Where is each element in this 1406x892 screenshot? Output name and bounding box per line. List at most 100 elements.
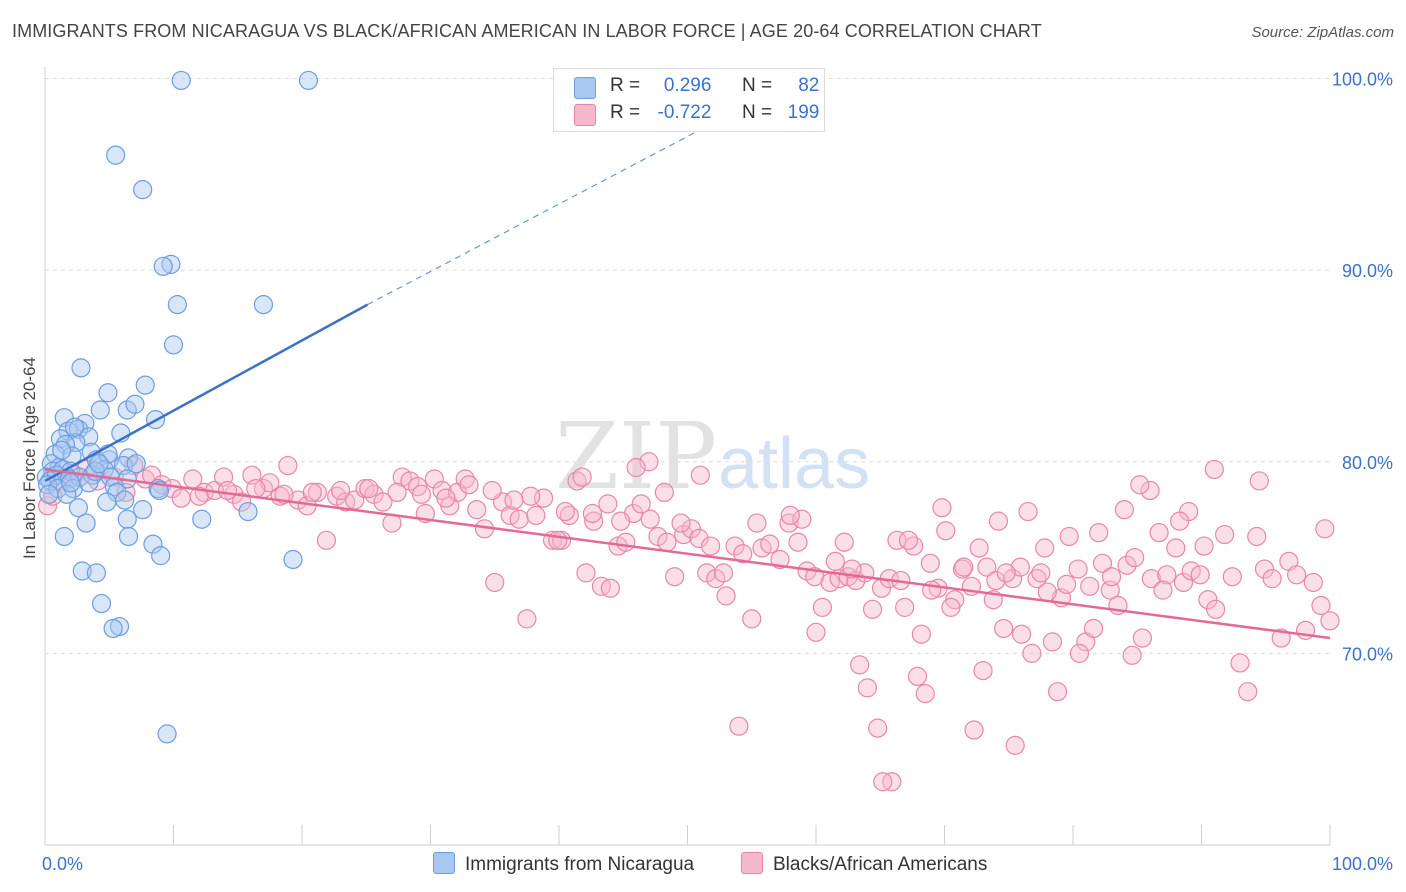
data-point (153, 256, 173, 276)
data-point (548, 530, 568, 550)
data-point (118, 526, 139, 547)
data-point (1010, 557, 1030, 577)
data-point (954, 557, 974, 577)
data-point (1230, 653, 1250, 673)
data-point (192, 509, 212, 529)
data-point (39, 484, 59, 504)
data-point (103, 618, 123, 639)
data-point (1125, 547, 1145, 568)
data-point (600, 578, 621, 598)
data-point (151, 546, 171, 566)
data-point (973, 661, 993, 681)
data-point (135, 375, 155, 395)
data-point (1130, 475, 1150, 495)
data-point (616, 532, 636, 552)
data-point (1056, 574, 1077, 594)
legend-n-value-blue: 82 (798, 75, 820, 96)
legend-n-label: N = (741, 102, 773, 123)
data-point (1114, 500, 1135, 520)
bottom-legend-pink: Blacks/African Americans (741, 852, 987, 876)
data-point (1222, 567, 1242, 587)
data-point (977, 557, 997, 577)
data-point (779, 513, 799, 533)
data-point (898, 530, 919, 550)
data-point (1018, 501, 1038, 522)
bottom-legend-label-blue: Immigrants from Nicaragua (465, 854, 695, 875)
data-point (654, 482, 674, 503)
data-point (1170, 511, 1190, 531)
data-point (611, 511, 631, 531)
data-point (1190, 565, 1210, 585)
legend-r-label: R = (610, 75, 641, 96)
data-point (373, 492, 393, 512)
data-point (302, 482, 322, 503)
data-point (274, 484, 294, 504)
data-point (37, 475, 58, 495)
data-point (97, 492, 117, 512)
data-point (459, 475, 479, 495)
data-point (1011, 624, 1032, 644)
data-point (107, 482, 127, 503)
data-point (217, 480, 238, 501)
bottom-legend-label-pink: Blacks/African Americans (773, 854, 988, 875)
data-point (1286, 565, 1307, 585)
trend-line-blue (44, 303, 369, 483)
data-point (850, 655, 870, 675)
bottom-legend-swatch-pink (741, 852, 763, 874)
data-point (920, 553, 940, 573)
data-point (143, 534, 163, 554)
data-point (640, 509, 660, 529)
legend-n-label: N = (741, 75, 773, 96)
data-point (189, 486, 209, 506)
data-point (895, 597, 915, 617)
data-point (171, 488, 191, 508)
data-point (298, 70, 319, 91)
data-point (161, 254, 181, 274)
data-point (792, 509, 812, 529)
bottom-legend-blue: Immigrants from Nicaragua (433, 852, 694, 876)
data-point (936, 521, 956, 541)
data-point (1047, 682, 1068, 702)
data-point (988, 511, 1009, 531)
data-point (1101, 567, 1122, 587)
data-point (729, 716, 749, 736)
data-point (171, 70, 191, 91)
data-point (706, 569, 726, 589)
data-point (996, 563, 1016, 583)
tick-labels: 70.0% 80.0% 90.0% 100.0% 0.0% 100.0% (42, 70, 1393, 875)
data-point (278, 455, 298, 476)
data-point (760, 534, 780, 554)
data-point (1140, 480, 1160, 501)
data-point (873, 772, 893, 792)
data-point (572, 467, 592, 487)
data-point (1122, 645, 1142, 665)
data-point (307, 482, 328, 503)
data-point (1092, 553, 1113, 573)
data-point (89, 454, 109, 474)
data-point (1254, 559, 1275, 579)
data-point (232, 492, 252, 512)
data-point (424, 469, 444, 489)
series-pink-points (37, 452, 1340, 792)
data-point (72, 561, 92, 581)
data-point (825, 551, 845, 571)
data-point (1315, 519, 1335, 539)
data-point (485, 572, 505, 593)
data-point (713, 563, 734, 583)
data-point (387, 482, 407, 503)
data-point (559, 505, 579, 526)
legend-r-value-blue: 0.296 (663, 75, 712, 96)
data-point (71, 358, 91, 378)
correlation-legend: R = 0.296 N = 82 R = -0.722 N = 199 (553, 68, 825, 132)
chart-title: IMMIGRANTS FROM NICARAGUA VS BLACK/AFRIC… (12, 21, 1042, 41)
data-point (1194, 536, 1214, 556)
data-point (747, 513, 767, 533)
data-point (509, 509, 529, 529)
data-point (1238, 682, 1258, 702)
data-point (106, 145, 126, 165)
data-point (1247, 526, 1267, 547)
data-point (504, 490, 524, 510)
data-point (133, 180, 153, 200)
data-point (330, 480, 351, 501)
data-point (904, 536, 924, 556)
